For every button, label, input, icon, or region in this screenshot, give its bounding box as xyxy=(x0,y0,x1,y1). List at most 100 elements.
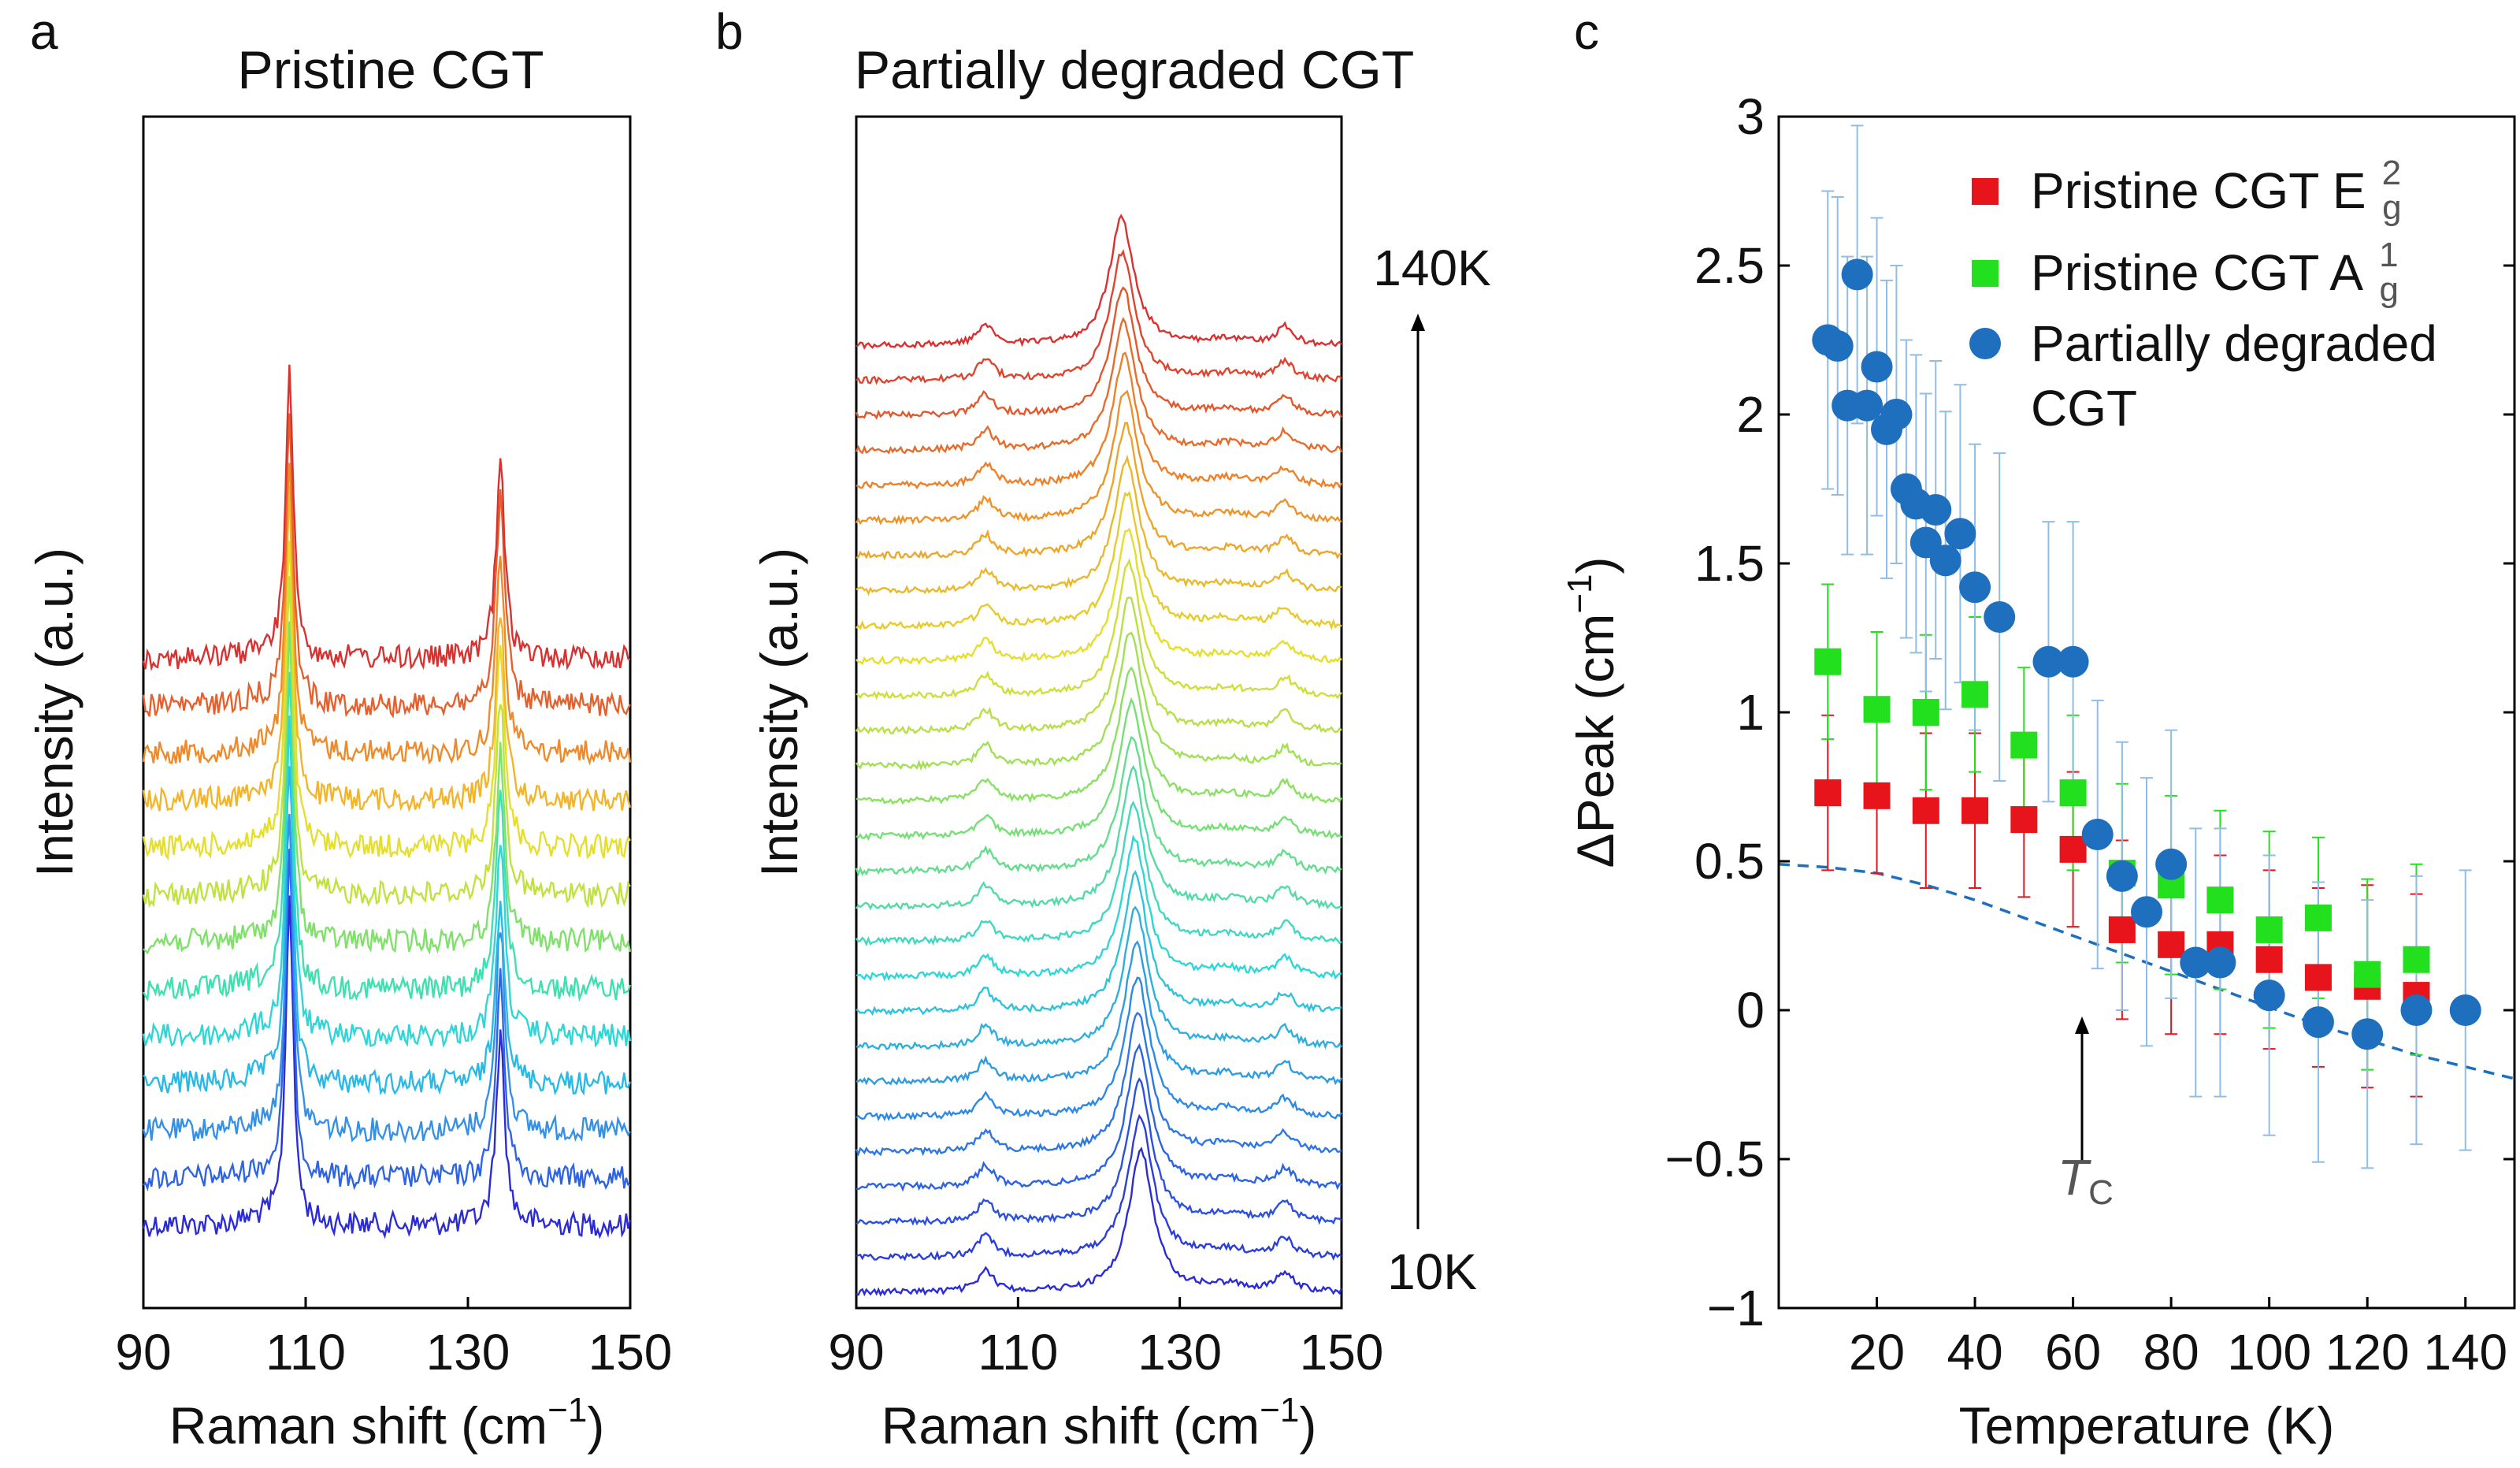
spectrum-b-10 xyxy=(855,801,1342,947)
data-point-a1g xyxy=(2206,886,2234,914)
panel-a-letter: a xyxy=(30,3,58,60)
data-point-degraded xyxy=(1880,399,1913,430)
data-point-a1g xyxy=(1863,696,1891,723)
spectrum-b-2 xyxy=(855,1077,1342,1227)
spectrum-a-2 xyxy=(142,813,632,1144)
spectrum-b-12 xyxy=(855,735,1342,877)
data-point-a1g xyxy=(2255,916,2283,943)
panel-c-y-tick-label: 3 xyxy=(1736,88,1765,145)
data-point-a1g xyxy=(1912,699,1939,726)
panel-c-y-tick-label: −0.5 xyxy=(1665,1131,1765,1187)
spectrum-b-22 xyxy=(855,389,1342,526)
data-point-degraded xyxy=(1959,571,1991,604)
spectrum-b-4 xyxy=(855,1011,1342,1157)
panel-c-x-label: Temperature (K) xyxy=(1959,1396,2335,1455)
data-point-a1g xyxy=(2059,779,2087,807)
spectrum-a-3 xyxy=(143,766,632,1096)
spectrum-b-8 xyxy=(855,870,1342,1016)
panel-c-y-tick-label: 1 xyxy=(1736,684,1765,741)
data-point-e2g xyxy=(2158,931,2185,958)
spectrum-a-1 xyxy=(143,849,631,1192)
panel-a-spectra xyxy=(142,364,632,1239)
data-point-degraded xyxy=(2057,645,2089,678)
data-point-degraded xyxy=(2155,848,2188,880)
legend-marker-a1g xyxy=(1972,260,1999,287)
data-point-degraded xyxy=(1929,544,1961,577)
data-point-e2g xyxy=(2304,964,2332,991)
spectrum-b-9 xyxy=(855,834,1342,982)
data-point-degraded xyxy=(1841,258,1873,291)
panel-b-letter: b xyxy=(715,3,744,60)
spectrum-a-4 xyxy=(142,715,632,1049)
data-point-a1g xyxy=(1961,681,1989,708)
panel-c-y-label: ΔPeak (cm−1) xyxy=(1561,557,1624,868)
spectrum-b-23 xyxy=(855,351,1343,490)
spectrum-b-20 xyxy=(855,454,1342,596)
spectrum-b-0 xyxy=(855,1147,1343,1297)
panel-b-x-label: Raman shift (cm−1) xyxy=(881,1391,1317,1455)
temperature-low-label: 10K xyxy=(1387,1243,1477,1300)
spectrum-a-8 xyxy=(142,540,631,861)
spectrum-a-12 xyxy=(142,364,631,671)
panel-b-x-ticks: 90 110 130 150 xyxy=(828,1297,1383,1381)
panel-c-letter: c xyxy=(1574,3,1599,60)
temperature-arrow-head xyxy=(1411,314,1425,331)
spectrum-b-27 xyxy=(855,214,1342,350)
data-point-e2g xyxy=(2255,946,2283,973)
panel-a-x-tick-label: 130 xyxy=(426,1324,510,1381)
panel-a: a Pristine CGT 90 110 130 150 Raman shift (… xyxy=(25,3,672,1455)
panel-b-frame xyxy=(855,115,1343,1310)
data-point-a1g xyxy=(2304,904,2332,931)
panel-c-data xyxy=(1812,125,2481,1169)
panel-c-y-tick-label: 0.5 xyxy=(1694,833,1765,890)
panel-b-y-label: Intensity (a.u.) xyxy=(750,548,808,877)
panel-c-x-tick-label: 120 xyxy=(2325,1324,2410,1381)
panel-c-ticks: 20 40 60 80 100 120 140 −1 −0.5 0 0.5 1 1.5 2 2.5 3 xyxy=(1665,88,2514,1381)
spectrum-b-5 xyxy=(855,976,1342,1122)
data-point-e2g xyxy=(1912,797,1939,824)
panel-a-x-tick-label: 150 xyxy=(588,1324,673,1381)
data-point-degraded xyxy=(2081,818,2114,850)
data-point-e2g xyxy=(2010,806,2038,834)
data-point-degraded xyxy=(2302,1006,2334,1039)
data-point-e2g xyxy=(1814,779,1842,807)
data-point-degraded xyxy=(2400,994,2433,1026)
panel-c-x-tick-label: 40 xyxy=(1947,1324,2002,1381)
panel-b-x-tick-label: 150 xyxy=(1300,1324,1384,1381)
spectrum-b-19 xyxy=(855,490,1342,630)
data-point-e2g xyxy=(1961,797,1989,824)
panel-a-x-tick-label: 90 xyxy=(115,1324,171,1381)
panel-b-title: Partially degraded CGT xyxy=(855,40,1415,100)
panel-a-frame xyxy=(142,115,632,1310)
spectrum-b-14 xyxy=(855,666,1343,805)
data-point-degraded xyxy=(2106,860,2138,892)
panel-b-spectra xyxy=(855,214,1343,1297)
spectrum-a-7 xyxy=(142,575,632,909)
data-point-e2g xyxy=(2059,835,2087,863)
legend-marker-e2g xyxy=(1972,178,1999,205)
spectrum-b-18 xyxy=(855,527,1342,666)
data-point-degraded xyxy=(1920,493,1952,526)
spectrum-b-3 xyxy=(855,1042,1342,1192)
spectrum-b-25 xyxy=(855,286,1343,421)
data-point-degraded xyxy=(2131,896,2162,928)
data-point-degraded xyxy=(1861,351,1893,383)
spectrum-b-6 xyxy=(855,940,1343,1086)
spectrum-a-9 xyxy=(142,485,632,812)
spectrum-b-15 xyxy=(855,631,1342,771)
panel-a-title: Pristine CGT xyxy=(237,40,544,100)
spectrum-a-10 xyxy=(142,463,632,766)
panel-a-x-label: Raman shift (cm−1) xyxy=(169,1391,605,1455)
panel-a-x-ticks: 90 110 130 150 xyxy=(115,1297,672,1381)
spectrum-a-6 xyxy=(143,621,632,955)
data-point-degraded xyxy=(1821,330,1854,362)
panel-c-x-tick-label: 20 xyxy=(1849,1324,1905,1381)
data-point-a1g xyxy=(2010,731,2038,759)
panel-b: b Partially degraded CGT 90 110 130 150 Ram… xyxy=(715,3,1491,1455)
panel-c-y-tick-label: 1.5 xyxy=(1694,535,1765,592)
data-point-a1g xyxy=(2354,961,2381,988)
spectrum-b-13 xyxy=(855,697,1342,842)
